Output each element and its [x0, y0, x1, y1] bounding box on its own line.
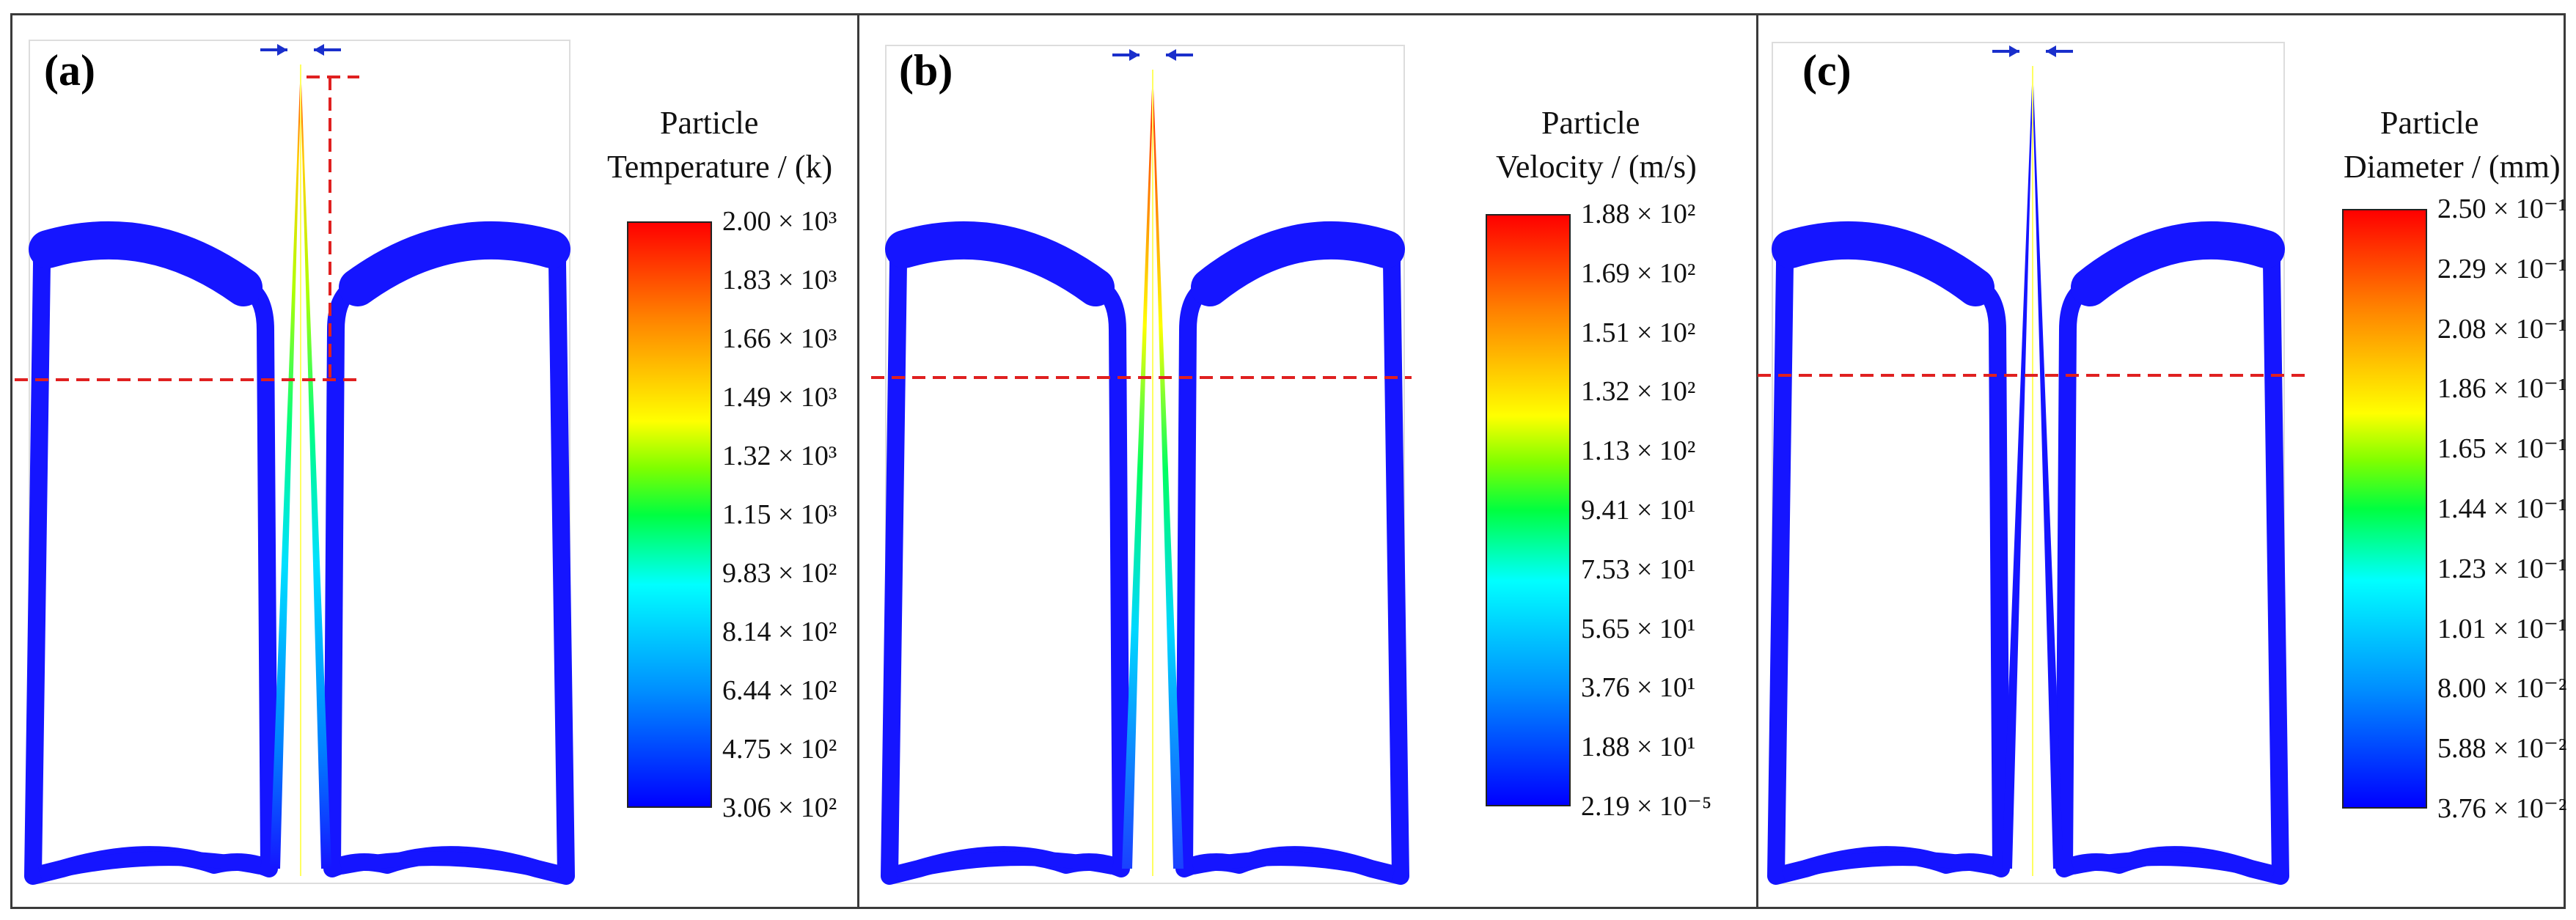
panel-b-right-arch	[1191, 221, 1405, 306]
colorbar-a-title-line1: Particle	[660, 105, 759, 141]
panel-c-frame	[1756, 13, 2566, 909]
colorbar-b-tick-label: 1.51 × 10²	[1581, 317, 1696, 348]
panel-c-right-lobe	[2055, 227, 2289, 885]
colorbar-c-title-line2: Diameter / (mm)	[2344, 149, 2561, 185]
colorbar-a-tick-label: 9.83 × 10²	[722, 558, 837, 589]
panel-a-spray-cone	[270, 65, 331, 869]
colorbar-a-tick-label: 1.15 × 10³	[722, 499, 837, 530]
colorbar-a-tick-label: 1.49 × 10³	[722, 382, 837, 413]
colorbar-b-tick-label: 1.13 × 10²	[1581, 435, 1696, 467]
panel-b-left-lobe	[881, 227, 1130, 885]
colorbar-c-tick-label: 1.65 × 10⁻¹	[2437, 433, 2567, 465]
panel-b-inlet-arrowhead-left	[1129, 49, 1140, 61]
panel-label-c: (c)	[1802, 46, 1852, 95]
colorbar-a-tick-label: 1.32 × 10³	[722, 441, 837, 471]
colorbar-a-tick-label: 1.66 × 10³	[722, 323, 837, 354]
panel-label-a: (a)	[44, 46, 95, 95]
colorbar-c-tick-label: 2.29 × 10⁻¹	[2437, 253, 2567, 284]
colorbar-b-bar	[1486, 214, 1571, 806]
colorbar-c-tick-label: 1.01 × 10⁻¹	[2437, 613, 2567, 644]
colorbar-c-tick-label: 8.00 × 10⁻²	[2437, 673, 2567, 704]
panel-b-spray-cone	[1122, 70, 1184, 869]
colorbar-b-tick-label: 1.88 × 10¹	[1581, 732, 1696, 763]
colorbar-b-tick-label: 1.32 × 10²	[1581, 376, 1696, 408]
panel-a-bottom-band	[38, 851, 561, 882]
colorbar-c-tick-label: 5.88 × 10⁻²	[2437, 733, 2567, 765]
panel-b-inlet-arrowhead-right	[1166, 49, 1176, 61]
colorbar-a-tick-label: 8.14 × 10²	[722, 617, 837, 647]
colorbar-c-tick-label: 2.08 × 10⁻¹	[2437, 313, 2567, 345]
colorbar-b-tick-label: 1.88 × 10²	[1581, 199, 1696, 229]
colorbar-c-tick-label: 1.23 × 10⁻¹	[2437, 553, 2567, 584]
colorbar-c-title-line1: Particle	[2380, 105, 2479, 141]
panel-a-left-arch	[29, 221, 263, 306]
panel-c-spray-cone	[2002, 66, 2063, 869]
colorbar-a-tick-label: 2.00 × 10³	[722, 206, 837, 237]
panel-a-left-lobe	[24, 227, 278, 885]
colorbar-c-tick-label: 1.86 × 10⁻¹	[2437, 373, 2567, 405]
colorbar-b-tick-label: 1.69 × 10²	[1581, 257, 1696, 289]
colorbar-b-title-line2: Velocity / (m/s)	[1496, 149, 1697, 185]
colorbar-c-bar	[2342, 209, 2427, 809]
panel-c-left-lobe	[1767, 227, 2010, 885]
colorbar-b-title-line1: Particle	[1541, 105, 1640, 141]
panel-c-right-arch	[2071, 221, 2285, 306]
panel-a-inlet-arrowhead-right	[314, 44, 324, 56]
panel-c-domain-outline	[1772, 42, 2285, 884]
panel-c-left-arch	[1772, 221, 1995, 306]
colorbar-b-tick-label: 5.65 × 10¹	[1581, 613, 1696, 644]
colorbar-c-tick-label: 2.50 × 10⁻¹	[2437, 194, 2567, 224]
panel-b-domain-outline	[885, 45, 1405, 884]
panel-a-right-arch	[339, 221, 570, 306]
panel-b-left-arch	[885, 221, 1115, 306]
colorbar-a-tick-label: 6.44 × 10²	[722, 675, 837, 706]
colorbar-c-tick-label: 1.44 × 10⁻¹	[2437, 493, 2567, 524]
panel-c-inlet-arrowhead-left	[2009, 45, 2019, 57]
panel-c-bottom-band	[1781, 851, 2275, 882]
colorbar-a-bar	[627, 221, 712, 808]
colorbar-a-tick-label: 3.06 × 10²	[722, 792, 837, 823]
colorbar-a-title-line2: Temperature / (k)	[607, 149, 833, 185]
colorbar-c-tick-label: 3.76 × 10⁻²	[2437, 793, 2567, 824]
colorbar-a-tick-label: 1.83 × 10³	[722, 265, 837, 295]
panel-b-right-lobe	[1175, 227, 1409, 885]
colorbar-b-tick-label: 9.41 × 10¹	[1581, 495, 1696, 526]
colorbar-b-tick-label: 2.19 × 10⁻⁵	[1581, 791, 1712, 822]
panel-b-bottom-band	[895, 851, 1395, 882]
panel-a-inlet-arrowhead-left	[277, 44, 287, 56]
colorbar-a-tick-label: 4.75 × 10²	[722, 734, 837, 765]
colorbar-b-tick-label: 7.53 × 10¹	[1581, 553, 1696, 585]
panel-c-inlet-arrowhead-right	[2046, 45, 2056, 57]
panel-a-domain-outline	[29, 40, 570, 884]
colorbar-b-tick-label: 3.76 × 10¹	[1581, 672, 1696, 704]
panel-label-b: (b)	[899, 46, 953, 95]
panel-a-right-lobe	[323, 227, 575, 885]
